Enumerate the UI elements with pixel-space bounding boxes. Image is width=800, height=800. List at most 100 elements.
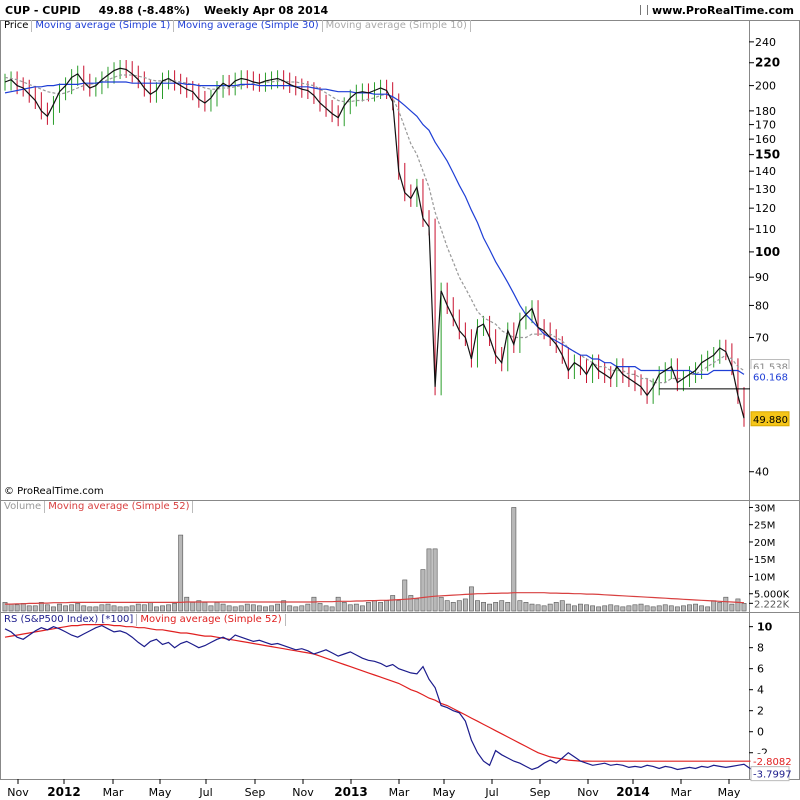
legend-rs-ma52: Moving average (Simple 52) — [137, 614, 286, 626]
period-date: Weekly Apr 08 2014 — [204, 3, 329, 17]
volume-bar — [372, 600, 377, 612]
volume-bar — [614, 605, 620, 612]
volume-bar — [565, 603, 571, 612]
volume-bar — [208, 605, 214, 612]
rs-tick-label: 8 — [757, 642, 764, 655]
volume-bar — [123, 606, 129, 612]
volume-bar — [154, 606, 159, 612]
volume-bar — [717, 602, 723, 612]
volume-bar — [487, 603, 493, 612]
volume-bar — [626, 605, 632, 612]
x-tick-label: 2013 — [334, 785, 367, 799]
volume-bar — [256, 605, 262, 612]
volume-bar — [438, 596, 444, 612]
x-tick-label: Sep — [530, 786, 551, 799]
price-tick-label: 160 — [755, 133, 776, 146]
volume-bar — [674, 606, 680, 612]
price-tick-label: 40 — [755, 466, 769, 479]
legend-volume: Volume — [1, 501, 46, 513]
x-tick-label: Jul — [198, 786, 212, 799]
x-tick-label: Sep — [245, 786, 266, 799]
volume-bar — [444, 600, 450, 612]
volume-bar — [87, 606, 93, 612]
x-tick-label: May — [433, 786, 456, 799]
ma10-line — [4, 74, 745, 384]
volume-ma52-line — [5, 592, 745, 605]
price-tick-label: 120 — [755, 202, 776, 215]
last-price-change: 49.88 (-8.48%) — [98, 3, 190, 17]
rs-tick-label: 0 — [757, 726, 764, 739]
price-tick-label: 180 — [755, 105, 776, 118]
volume-bar — [244, 603, 250, 612]
price-tick-label: 90 — [755, 271, 769, 284]
volume-tick-label: 20M — [754, 538, 775, 549]
x-tick-label: Nov — [292, 786, 314, 799]
ma1-price-line — [4, 67, 745, 419]
volume-bar — [608, 604, 614, 612]
volume-bar — [547, 603, 553, 612]
volume-bar — [69, 604, 75, 612]
volume-bar — [384, 600, 390, 612]
volume-bar — [226, 605, 232, 612]
volume-bar — [493, 602, 499, 612]
rs-ma-last-label: -2.8082 — [753, 757, 792, 768]
volume-bar — [650, 606, 656, 612]
volume-bar — [81, 605, 87, 612]
site-url[interactable]: www.ProRealTime.com — [639, 4, 794, 17]
volume-bar — [51, 606, 56, 612]
volume-bar — [8, 603, 14, 612]
volume-bar — [359, 605, 365, 612]
legend-rs: RS (S&P500 Index) [*100] — [1, 614, 138, 626]
volume-bar — [220, 603, 226, 612]
drag-handle-icon[interactable] — [639, 5, 648, 15]
volume-bar — [190, 602, 196, 612]
volume-bar — [523, 602, 529, 612]
volume-bar — [105, 603, 111, 612]
legend-ma30: Moving average (Simple 30) — [174, 20, 323, 32]
price-tick-label: 200 — [755, 80, 776, 93]
volume-bar — [541, 605, 547, 612]
volume-bar — [481, 602, 486, 612]
price-tick-label: 140 — [755, 165, 776, 178]
outer-frame — [0, 20, 800, 780]
rs-ma52-line — [4, 623, 757, 762]
rs-tick-label: -2 — [757, 747, 768, 760]
volume-bar — [735, 598, 741, 612]
volume-bar — [644, 605, 650, 612]
volume-bar — [402, 579, 408, 612]
rs-tick-label: 10 — [757, 621, 773, 634]
volume-bar — [366, 602, 371, 612]
volume-bar — [662, 604, 668, 612]
volume-bar — [353, 603, 359, 612]
site-url-text[interactable]: www.ProRealTime.com — [651, 4, 794, 17]
volume-bar — [26, 605, 32, 612]
x-tick-label: Mar — [103, 786, 124, 799]
volume-bar — [426, 548, 432, 612]
volume-bar — [462, 598, 468, 612]
volume-bar — [432, 548, 438, 612]
volume-bar — [414, 598, 420, 612]
price-tick-label: 100 — [755, 245, 780, 259]
volume-tick-label: 10M — [754, 572, 775, 583]
volume-bar — [681, 605, 686, 612]
volume-bar — [305, 603, 311, 612]
volume-bar — [408, 595, 414, 612]
volume-bar — [117, 606, 123, 612]
volume-bar — [729, 603, 735, 612]
volume-bar — [475, 600, 480, 612]
volume-bar — [317, 603, 323, 612]
rs-tick-label: 2 — [757, 705, 764, 718]
volume-bar — [668, 605, 674, 612]
volume-bar — [269, 605, 274, 612]
price-tick-label: 70 — [755, 331, 769, 344]
price-tick-label: 130 — [755, 183, 776, 196]
x-tick-label: Nov — [577, 786, 599, 799]
volume-bar — [723, 596, 729, 612]
volume-bar — [20, 603, 26, 612]
volume-bar — [347, 604, 353, 612]
price-tick-label: 80 — [755, 299, 769, 312]
volume-bar — [711, 600, 717, 612]
legend-ma1: Moving average (Simple 1) — [32, 20, 175, 32]
volume-bar — [311, 596, 317, 612]
